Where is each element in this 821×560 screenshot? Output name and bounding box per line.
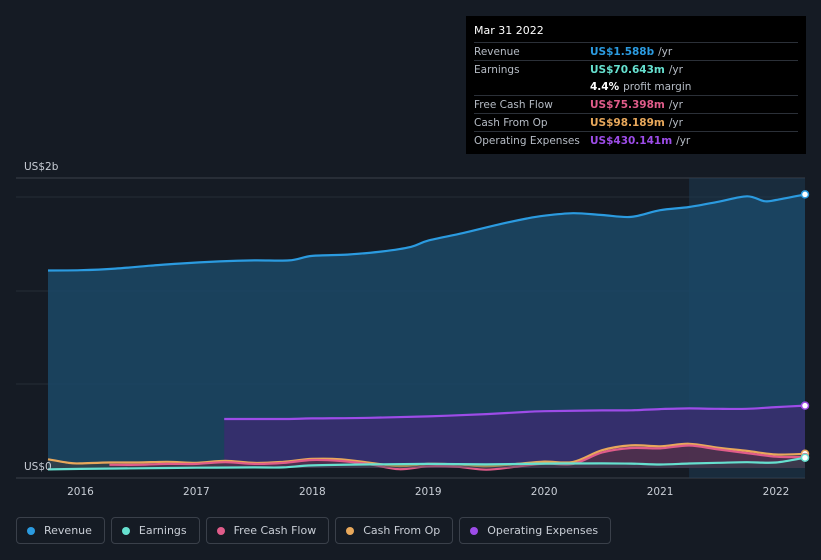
profit-margin-value: 4.4% — [590, 80, 620, 93]
y-axis-bottom-label: US$0 — [24, 461, 52, 473]
x-tick-label: 2022 — [763, 486, 790, 498]
tooltip-unit: /yr — [668, 98, 683, 111]
earnings-line — [47, 456, 806, 471]
legend-dot-icon — [216, 526, 225, 535]
legend: Revenue Earnings Free Cash Flow Cash Fro… — [16, 517, 612, 544]
tooltip-row-earnings: Earnings US$70.643m /yr — [474, 60, 798, 78]
tooltip-label: Cash From Op — [474, 116, 548, 129]
x-tick-label: 2016 — [67, 486, 94, 498]
tooltip-value: US$1.588b — [590, 45, 655, 58]
x-tick-label: 2021 — [647, 486, 674, 498]
legend-label: Revenue — [44, 524, 92, 537]
revenue-end-marker[interactable] — [800, 190, 810, 199]
tooltip-label: Operating Expenses — [474, 134, 580, 147]
legend-item-cash-from-op[interactable]: Cash From Op — [335, 517, 454, 544]
legend-label: Cash From Op — [363, 524, 441, 537]
tooltip: Mar 31 2022 Revenue US$1.588b /yr Earnin… — [466, 16, 806, 154]
series-layer — [47, 190, 810, 471]
tooltip-value: US$70.643m — [590, 63, 665, 76]
x-tick-label: 2018 — [299, 486, 326, 498]
earnings-area — [48, 457, 805, 470]
legend-item-earnings[interactable]: Earnings — [110, 517, 200, 544]
operating-expenses-area — [224, 405, 805, 468]
tooltip-unit: /yr — [668, 116, 683, 129]
legend-item-revenue[interactable]: Revenue — [16, 517, 105, 544]
tooltip-value: US$98.189m — [590, 116, 665, 129]
revenue-line — [47, 193, 806, 272]
legend-item-operating-expenses[interactable]: Operating Expenses — [459, 517, 612, 544]
tooltip-value: US$430.141m — [590, 134, 673, 147]
x-tick-label: 2017 — [183, 486, 210, 498]
tooltip-row-cash-from-op: Cash From Op US$98.189m /yr — [474, 113, 798, 131]
tooltip-row-free-cash-flow: Free Cash Flow US$75.398m /yr — [474, 95, 798, 113]
tooltip-row-profit-margin: 4.4% profit margin — [474, 78, 798, 95]
tooltip-value: US$75.398m — [590, 98, 665, 111]
revenue-area — [48, 194, 805, 468]
tooltip-unit: /yr — [676, 134, 691, 147]
tooltip-label: Free Cash Flow — [474, 98, 553, 111]
tooltip-date: Mar 31 2022 — [474, 24, 544, 37]
tooltip-label: Revenue — [474, 45, 520, 58]
tooltip-unit: /yr — [658, 45, 673, 58]
y-axis-top-label: US$2b — [24, 161, 59, 173]
legend-dot-icon — [121, 526, 130, 535]
legend-label: Earnings — [138, 524, 187, 537]
operating-expenses-end-marker[interactable] — [800, 401, 810, 410]
cash-from-op-line — [47, 442, 806, 468]
x-tick-label: 2019 — [415, 486, 442, 498]
legend-dot-icon — [470, 526, 479, 535]
x-axis-ticks: 2016 2017 2018 2019 2020 2021 2022 — [67, 486, 789, 498]
earnings-end-marker[interactable] — [800, 453, 810, 462]
legend-label: Free Cash Flow — [233, 524, 317, 537]
tooltip-row-revenue: Revenue US$1.588b /yr — [474, 42, 798, 60]
legend-item-free-cash-flow[interactable]: Free Cash Flow — [205, 517, 330, 544]
tooltip-label: Earnings — [474, 63, 520, 76]
operating-expenses-line — [224, 404, 806, 421]
free-cash-flow-line — [109, 444, 806, 471]
profit-margin-label: profit margin — [623, 80, 692, 93]
legend-label: Operating Expenses — [487, 524, 599, 537]
tooltip-row-operating-expenses: Operating Expenses US$430.141m /yr — [474, 131, 798, 149]
tooltip-unit: /yr — [668, 63, 683, 76]
legend-dot-icon — [27, 526, 35, 535]
x-tick-label: 2020 — [531, 486, 558, 498]
legend-dot-icon — [346, 526, 355, 535]
